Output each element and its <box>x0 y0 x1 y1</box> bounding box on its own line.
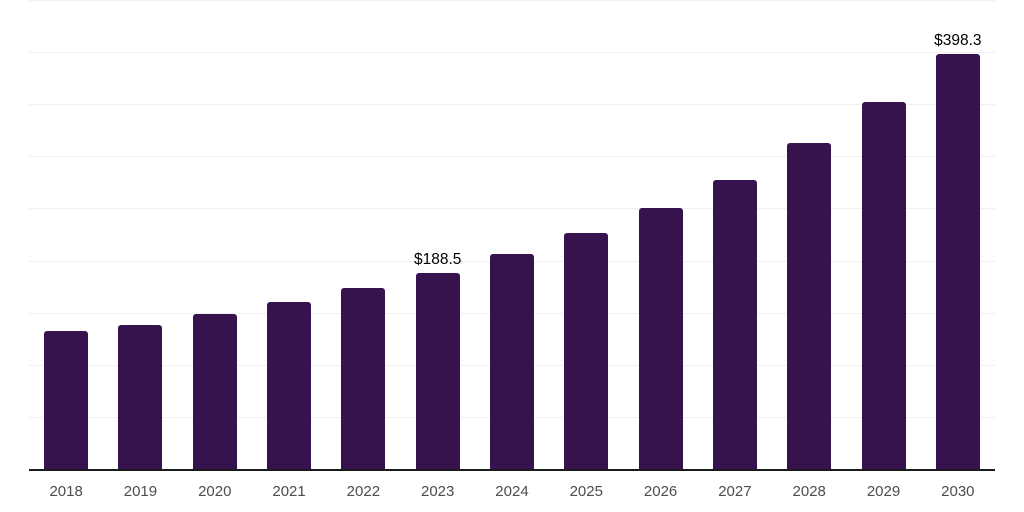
bar-2019 <box>118 324 163 469</box>
x-tick-label-2025: 2025 <box>569 483 603 500</box>
x-tick-label-2018: 2018 <box>49 483 83 500</box>
x-tick-label-2019: 2019 <box>123 483 158 500</box>
bar-2027 <box>712 179 757 469</box>
gridline-250 <box>29 208 995 210</box>
x-tick-label-2028: 2028 <box>792 483 826 500</box>
bar-2021 <box>267 301 312 469</box>
data-label-2023: $188.5 <box>413 250 462 268</box>
gridline-400 <box>29 52 995 54</box>
bar-2020 <box>192 313 237 469</box>
x-tick-label-2020: 2020 <box>198 483 232 500</box>
x-tick-label-2027: 2027 <box>718 483 752 500</box>
bar-2023 <box>415 272 460 469</box>
x-tick-label-2026: 2026 <box>643 483 678 500</box>
bar-2022 <box>341 287 386 469</box>
x-tick-label-2023: 2023 <box>420 483 455 500</box>
gridline-450 <box>29 0 995 1</box>
x-tick-label-2030: 2030 <box>941 483 975 500</box>
gridline-350 <box>29 104 995 106</box>
x-tick-label-2024: 2024 <box>495 483 529 500</box>
data-label-2030: $398.3 <box>934 31 982 49</box>
bar-2028 <box>787 142 832 469</box>
bar-2026 <box>638 208 683 469</box>
bar-2030 <box>935 53 980 469</box>
bar-2024 <box>490 254 534 469</box>
bar-2018 <box>44 331 89 469</box>
bar-2029 <box>861 101 906 469</box>
x-tick-label-2022: 2022 <box>346 483 381 500</box>
gridline-300 <box>29 156 995 158</box>
x-tick-label-2021: 2021 <box>272 483 306 500</box>
plot-area: $188.5 $398.3 <box>29 0 995 471</box>
bar-2025 <box>564 232 609 469</box>
x-axis-line <box>29 469 995 471</box>
x-tick-label-2029: 2029 <box>866 483 901 500</box>
